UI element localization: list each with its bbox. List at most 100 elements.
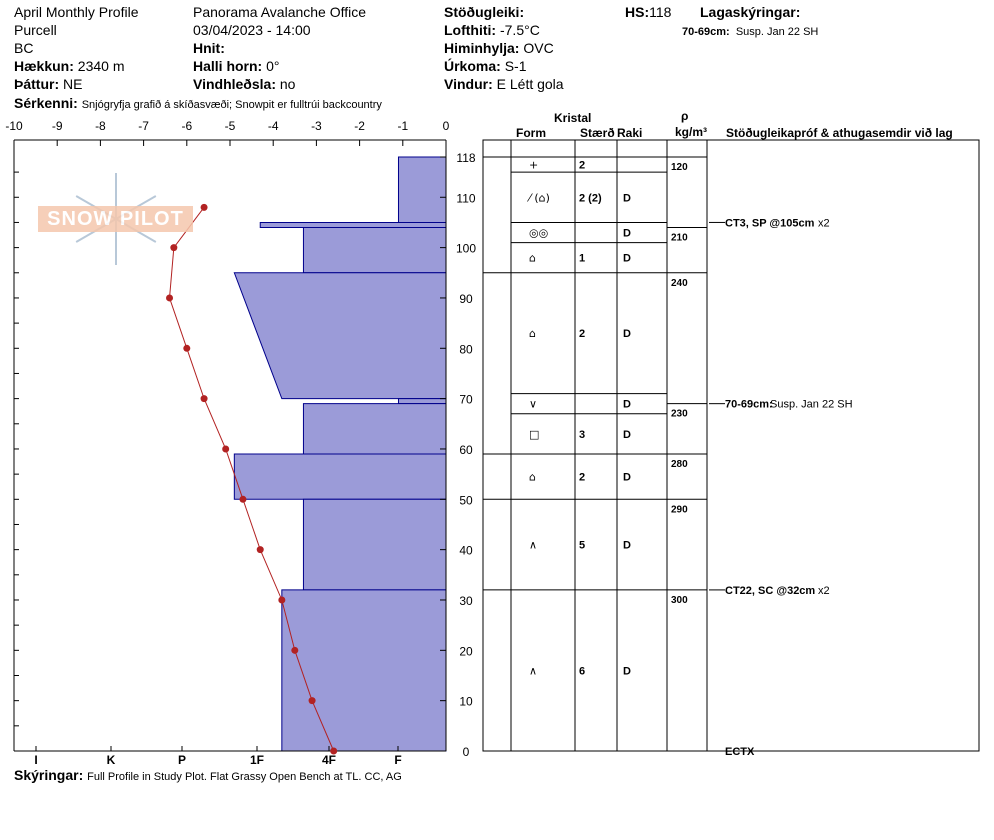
height-tick-label: 80 xyxy=(459,342,473,356)
hardness-layer-4 xyxy=(397,398,447,405)
aspect-value: NE xyxy=(63,76,83,92)
density-value: 230 xyxy=(671,409,688,420)
hardness-tick-label: K xyxy=(107,753,116,767)
tests-header: Stöðugleikapróf & athugasemdir við lag xyxy=(726,126,953,140)
wind: Vindur: E Létt gola xyxy=(444,76,564,92)
layer-moisture: D xyxy=(623,540,631,552)
layer-size: 5 xyxy=(579,540,585,552)
slope-label: Halli horn: xyxy=(193,58,263,74)
layer-form: ⌂ xyxy=(529,327,536,340)
height-tick-label: 50 xyxy=(459,493,473,507)
height-tick-label: 10 xyxy=(459,695,473,709)
density-value: 280 xyxy=(671,459,688,470)
layer-moisture: D xyxy=(623,429,631,441)
test-count: x2 xyxy=(818,585,830,597)
layer-form: ⁄ (⌂) xyxy=(526,191,550,204)
table-frame xyxy=(482,139,980,752)
notes-label: Skýringar: xyxy=(14,767,84,783)
wind-load-label: Vindhleðsla: xyxy=(193,76,276,92)
height-tick-label: 20 xyxy=(459,644,473,658)
density-unit-header: kg/m³ xyxy=(675,125,708,139)
layer-notes-label: Lagaskýringar: xyxy=(700,4,801,20)
features-label: Sérkenni: xyxy=(14,95,78,111)
office-name: Panorama Avalanche Office xyxy=(193,4,367,20)
precip-label: Úrkoma: xyxy=(444,58,501,74)
precip-value: S-1 xyxy=(504,58,527,74)
temperature-point xyxy=(330,747,338,755)
temp-tick-label: -9 xyxy=(52,119,63,133)
aspect-label: Þáttur: xyxy=(14,76,60,92)
layer-form: ⌂ xyxy=(529,252,536,265)
density-value: 120 xyxy=(671,162,688,173)
province: BC xyxy=(14,40,34,56)
hardness-tick-label: 4F xyxy=(322,753,336,767)
elevation-value: 2340 m xyxy=(77,58,125,74)
hardness-layer-7 xyxy=(302,498,447,591)
layer-moisture: D xyxy=(623,328,631,340)
height-tick-label: 100 xyxy=(456,242,476,256)
temperature-point xyxy=(166,294,174,302)
temp-tick-label: 0 xyxy=(443,119,450,133)
moisture-header: Raki xyxy=(617,126,643,140)
temp-tick-label: -1 xyxy=(397,119,408,133)
hardness-layer-3 xyxy=(233,272,447,400)
air-temp: Lofthiti: -7.5°C xyxy=(444,22,540,38)
hardness-tick-label: I xyxy=(34,753,37,767)
features-value: Snjógryfja grafið á skíðasvæði; Snowpit … xyxy=(81,99,382,111)
hs-label: HS: xyxy=(625,4,650,20)
notes: Skýringar: Full Profile in Study Plot. F… xyxy=(14,767,402,785)
temp-tick-label: -7 xyxy=(138,119,149,133)
temperature-point xyxy=(308,697,316,705)
layer-size: 6 xyxy=(579,665,585,677)
temperature-point xyxy=(170,244,178,252)
layer-form: ∧ xyxy=(529,539,537,552)
layer-moisture: D xyxy=(623,472,631,484)
layer-form: □ xyxy=(529,428,539,441)
layer-form: ⌂ xyxy=(529,471,536,484)
hardness-layer-2 xyxy=(302,226,447,274)
test-count: x2 xyxy=(818,217,830,229)
layer-moisture: D xyxy=(623,253,631,265)
test-label: CT3, SP @105cm xyxy=(725,217,815,229)
coords-label: Hnit: xyxy=(193,40,225,56)
temperature-point xyxy=(256,546,264,554)
stability-label: Stöðugleiki: xyxy=(444,4,525,20)
hardness-tick-label: F xyxy=(394,753,401,767)
temperature-point xyxy=(200,203,208,211)
temperature-point xyxy=(278,596,286,604)
sky-label: Himinhylja: xyxy=(444,40,520,56)
observation-datetime: 03/04/2023 - 14:00 xyxy=(193,22,311,38)
temperature-line xyxy=(169,207,335,752)
temp-tick-label: -8 xyxy=(95,119,106,133)
range-name: Purcell xyxy=(14,22,57,38)
test-label: 70-69cm: xyxy=(725,399,773,411)
density-value: 240 xyxy=(671,278,688,289)
height-tick-label: 0 xyxy=(463,745,470,759)
test-label: CT22, SC @32cm xyxy=(725,585,815,597)
layer-form: ◎◎ xyxy=(529,227,548,240)
layer-form: ∨ xyxy=(529,398,537,411)
wind-value: E Létt gola xyxy=(496,76,564,92)
size-header: Stærð xyxy=(580,126,615,140)
density-value: 290 xyxy=(671,504,688,515)
hardness-tick-label: P xyxy=(178,753,186,767)
height-tick-label: 70 xyxy=(459,393,473,407)
hardness-layer-0 xyxy=(397,156,447,223)
test-note: Susp. Jan 22 SH xyxy=(770,399,853,411)
hardness-layer-6 xyxy=(233,453,447,500)
temp-tick-label: -6 xyxy=(181,119,192,133)
layer-moisture: D xyxy=(623,665,631,677)
height-tick-label: 30 xyxy=(459,594,473,608)
density-value: 210 xyxy=(671,232,688,243)
height-tick-label: 90 xyxy=(459,292,473,306)
profile-name: April Monthly Profile xyxy=(14,4,139,20)
layer-size: 3 xyxy=(579,429,585,441)
density-value: 300 xyxy=(671,595,688,606)
temp-tick-label: -4 xyxy=(268,119,279,133)
air-temp-value: -7.5°C xyxy=(499,22,540,38)
temperature-point xyxy=(239,495,247,503)
layer-size: 2 (2) xyxy=(579,192,602,204)
snow-height: HS:118 xyxy=(625,4,671,20)
height-tick-label: 110 xyxy=(456,191,475,205)
height-tick-label: 118 xyxy=(456,151,475,165)
